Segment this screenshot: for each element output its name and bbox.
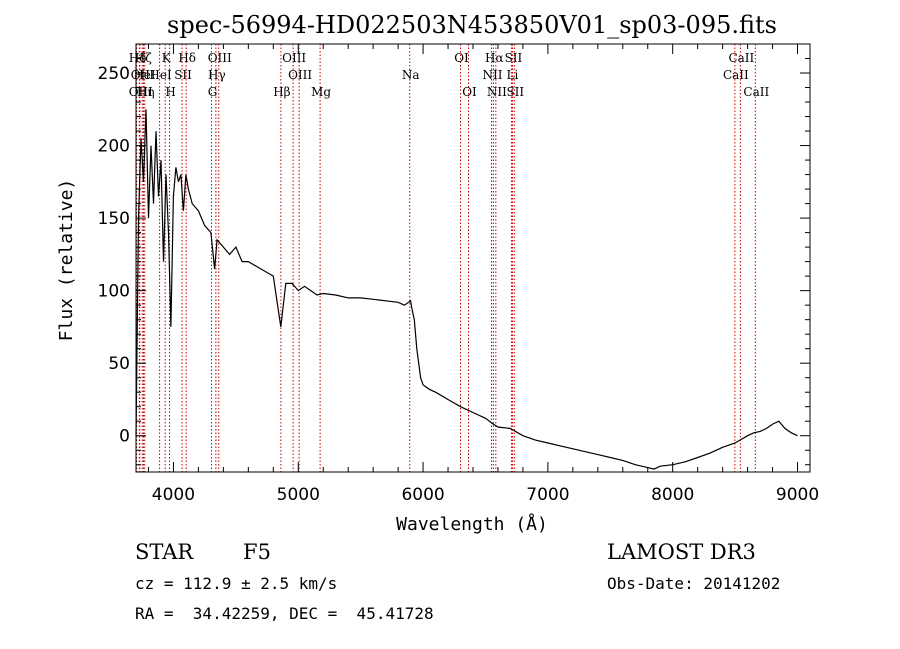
- spectral-line-label: CaII: [723, 68, 749, 82]
- spectral-line-label: Hδ: [178, 51, 196, 65]
- spectral-line-label: HeI: [133, 68, 156, 82]
- spectral-line-label: Mg: [311, 85, 331, 99]
- spectral-line-label: CaII: [728, 51, 754, 65]
- spectral-line-label: SII: [506, 85, 524, 99]
- spectral-line-label: CaII: [743, 85, 769, 99]
- spectral-line-label: G: [208, 85, 218, 99]
- y-axis-label: Flux (relative): [56, 179, 77, 342]
- chart-title: spec-56994-HD022503N453850V01_sp03-095.f…: [167, 11, 777, 39]
- redshift-velocity: cz = 112.9 ± 2.5 km/s: [135, 574, 338, 593]
- spectral-line-label: SII: [174, 68, 192, 82]
- spectral-line-label: Hη: [137, 85, 155, 99]
- spectral-line-label: SII: [505, 51, 523, 65]
- x-tick-label: 8000: [651, 485, 694, 505]
- spectrum-series: [135, 109, 798, 470]
- object-subclass: F5: [243, 540, 271, 564]
- spectral-line-label: Li: [507, 68, 519, 82]
- object-class: STAR: [135, 540, 194, 564]
- x-tick-label: 7000: [526, 485, 569, 505]
- y-axis-ticks: 0 50 100 150 200 250: [98, 58, 810, 466]
- spectral-line-label: OIII: [282, 51, 306, 65]
- x-tick-label: 6000: [401, 485, 444, 505]
- y-tick-label: 250: [98, 64, 130, 84]
- y-tick-label: 200: [98, 137, 130, 157]
- plot-frame: [135, 43, 811, 473]
- x-axis-label: Wavelength (Å): [396, 513, 548, 535]
- y-tick-label: 150: [98, 209, 130, 229]
- spectral-line-label: OIII: [288, 68, 312, 82]
- spectral-line-label: HeI: [149, 68, 172, 82]
- ra-dec-coordinates: RA = 34.42259, DEC = 45.41728: [135, 604, 434, 623]
- survey-name: LAMOST DR3: [607, 540, 756, 564]
- y-tick-label: 100: [98, 282, 130, 302]
- x-tick-label: 4000: [152, 485, 195, 505]
- x-tick-label: 9000: [776, 485, 819, 505]
- spectral-line-label: K: [162, 51, 172, 65]
- spectral-line-label: Hγ: [208, 68, 226, 82]
- observation-date: Obs-Date: 20141202: [607, 574, 781, 593]
- spectral-line-label: Hβ: [273, 85, 290, 99]
- x-tick-label: 5000: [277, 485, 320, 505]
- spectral-line-markers: [136, 44, 756, 472]
- spectral-line-label: Hα: [485, 51, 504, 65]
- y-tick-label: 50: [108, 354, 130, 374]
- spectral-line-label: OI: [454, 51, 469, 65]
- spectral-line-label: NII: [482, 68, 502, 82]
- spectral-line-label: H: [165, 85, 175, 99]
- spectral-line-label: Hδ: [129, 51, 147, 65]
- spectral-line-label: OIII: [208, 51, 232, 65]
- spectral-line-label: NII: [487, 85, 507, 99]
- spectral-line-label: OI: [462, 85, 477, 99]
- spectral-line-label: Na: [402, 68, 420, 82]
- spectral-line-label: OIII: [129, 85, 153, 99]
- spectral-line-label: Hζ: [135, 51, 152, 65]
- x-axis-ticks: 4000 5000 6000 7000 8000 9000: [147, 44, 819, 505]
- y-tick-label: 0: [119, 427, 130, 447]
